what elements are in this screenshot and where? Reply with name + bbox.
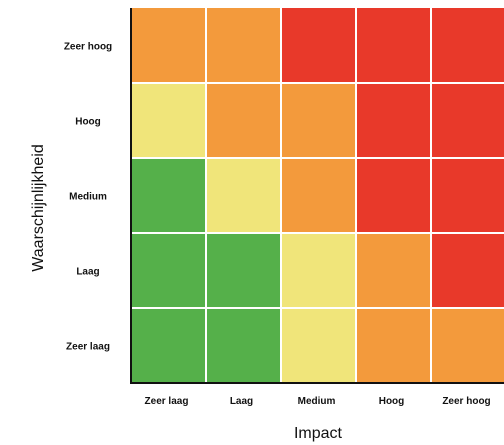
heatmap-cell [431, 83, 504, 158]
heatmap-cell [431, 158, 504, 233]
heatmap-cell [281, 83, 356, 158]
x-tick-label: Laag [230, 396, 253, 407]
heatmap-cells [131, 8, 504, 383]
heatmap-cell [206, 8, 281, 83]
x-tick-label: Medium [298, 396, 336, 407]
heatmap-cell [131, 233, 206, 308]
y-tick-label: Zeer laag [66, 342, 110, 353]
heatmap-gridlines [131, 8, 504, 383]
heatmap-cell [131, 8, 206, 83]
heatmap-cell [356, 233, 431, 308]
heatmap-cell [281, 158, 356, 233]
heatmap-cell [356, 158, 431, 233]
heatmap-cell [431, 308, 504, 383]
heatmap-cell [431, 8, 504, 83]
y-tick-label: Medium [69, 192, 107, 203]
axis-frame [130, 8, 504, 384]
x-tick-labels: Zeer laag Laag Medium Hoog Zeer hoog [145, 396, 491, 407]
heatmap-cell [281, 8, 356, 83]
y-tick-labels: Zeer laag Laag Medium Hoog Zeer hoog [64, 42, 112, 353]
heatmap-cell [131, 158, 206, 233]
heatmap-cell [281, 308, 356, 383]
heatmap-cell [206, 158, 281, 233]
heatmap-cell [356, 83, 431, 158]
heatmap-cell [131, 308, 206, 383]
heatmap-cell [206, 233, 281, 308]
y-tick-label: Laag [76, 267, 99, 278]
heatmap-cell [206, 83, 281, 158]
x-tick-label: Hoog [379, 396, 405, 407]
heatmap-cell [281, 233, 356, 308]
x-tick-label: Zeer hoog [442, 396, 490, 407]
x-tick-label: Zeer laag [145, 396, 189, 407]
heatmap-cell [206, 308, 281, 383]
heatmap-cell [431, 233, 504, 308]
y-tick-label: Hoog [75, 117, 101, 128]
y-tick-label: Zeer hoog [64, 42, 112, 53]
heatmap-cell [131, 83, 206, 158]
x-axis-title: Impact [294, 425, 343, 442]
y-axis-title: Waarschijnlijkheid [30, 144, 47, 271]
heatmap-cell [356, 308, 431, 383]
heatmap-cell [356, 8, 431, 83]
